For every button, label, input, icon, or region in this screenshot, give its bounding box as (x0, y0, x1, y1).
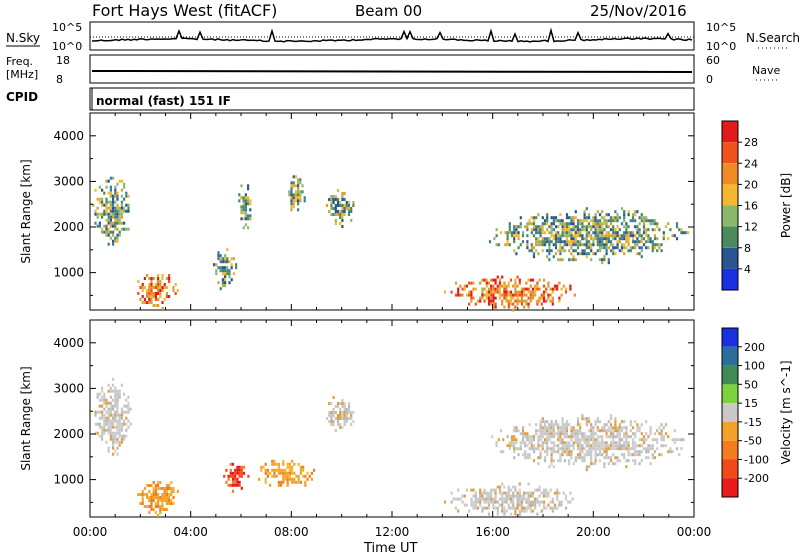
colorbar-tick-label: 200 (744, 341, 765, 354)
y-tick-label: 3000 (53, 174, 84, 188)
colorbar-frame (721, 327, 739, 498)
data-region (137, 481, 179, 517)
colorbar-swatch (722, 205, 738, 227)
freq-right-tick-bottom: 0 (706, 73, 713, 86)
x-tick-label: 20:00 (576, 525, 611, 539)
colorbar-swatch (722, 403, 738, 422)
colorbar-tick-label: 28 (744, 136, 758, 149)
colorbar-label: Power [dB] (779, 173, 793, 238)
colorbar-label: Velocity [m s^-1] (779, 360, 793, 464)
data-region (443, 275, 576, 312)
y-axis-label: Slant Range [km] (19, 366, 33, 470)
power-panel: 1000 2000 3000 4000 Slant Range [km] (19, 112, 695, 312)
velocity-colorbar: 200 100 50 15 -15 -50 -100 -200 Velocity [m s^-1… (721, 327, 793, 498)
data-region (92, 176, 130, 246)
colorbar-swatch (722, 268, 738, 290)
y-tick-label: 4000 (53, 129, 84, 143)
freq-left-tick-bottom: 8 (56, 73, 63, 86)
panel-frame (89, 112, 695, 311)
colorbar-tick-label: -50 (744, 435, 762, 448)
colorbar-swatch (722, 121, 738, 143)
noise-left-label: N.Sky (6, 31, 40, 45)
x-tick-label: 00:00 (73, 525, 108, 539)
y-axis-label: Slant Range [km] (19, 159, 33, 263)
noise-left-tick-top: 10^5 (52, 21, 82, 34)
colorbar-tick-label: 50 (744, 378, 758, 391)
colorbar-swatch (722, 247, 738, 269)
velocity-panel: 1000 2000 3000 4000 Slant Range [km] (19, 319, 695, 518)
colorbar-tick-label: -200 (744, 472, 769, 485)
panel-frame (89, 319, 695, 518)
date-label: 25/Nov/2016 (590, 2, 687, 20)
freq-label-1: Freq. (6, 55, 33, 68)
colorbar-swatch (722, 440, 738, 460)
colorbar-swatch (722, 365, 738, 385)
colorbar-tick-label: 15 (744, 397, 758, 410)
freq-right-tick-top: 60 (706, 54, 720, 67)
noise-trace (91, 27, 693, 43)
colorbar-swatch (722, 184, 738, 206)
noise-right-tick-bottom: 10^0 (706, 40, 736, 53)
freq-trace (91, 70, 693, 73)
time-axis: 00:00 04:00 08:00 12:00 16:00 20:00 00:00 (73, 525, 712, 539)
cpid-panel-frame (89, 87, 695, 111)
cpid-text: normal (fast) 151 IF (96, 94, 231, 108)
beam-label: Beam 00 (355, 2, 422, 20)
noise-panel-frame (89, 21, 695, 51)
power-colorbar: 28 24 20 16 12 8 4 Power [dB] (721, 120, 793, 291)
x-tick-label: 16:00 (475, 525, 510, 539)
colorbar-swatch (722, 459, 738, 479)
colorbar-tick-label: -15 (744, 416, 762, 429)
noise-right-label: N.Search (746, 31, 800, 45)
x-tick-label: 04:00 (173, 525, 208, 539)
data-region (258, 459, 316, 487)
data-region (443, 482, 574, 516)
cpid-label: CPID (6, 90, 38, 104)
colorbar-tick-label: 16 (744, 200, 758, 213)
data-region (94, 377, 132, 456)
colorbar-tick-label: 100 (744, 360, 765, 373)
colorbar-swatch (722, 328, 738, 347)
colorbar-tick-label: 24 (744, 157, 758, 170)
colorbar-swatch (722, 478, 738, 497)
noise-right-tick-top: 10^5 (706, 21, 736, 34)
x-tick-label: 08:00 (274, 525, 309, 539)
freq-left-tick-top: 18 (56, 54, 70, 67)
data-region (213, 248, 238, 291)
colorbar-swatch (722, 346, 738, 366)
data-region (288, 175, 306, 212)
noise-left-tick-bottom: 10^0 (52, 40, 82, 53)
data-region (325, 189, 355, 228)
y-tick-label: 4000 (53, 336, 84, 350)
chart-title: Fort Hays West (fitACF) (92, 1, 277, 20)
colorbar-tick-label: 8 (744, 242, 751, 255)
x-tick-label: 12:00 (375, 525, 410, 539)
colorbar-tick-label: 4 (744, 263, 751, 276)
colorbar-swatch (722, 421, 738, 441)
colorbar-swatch (722, 142, 738, 164)
data-region (238, 184, 252, 230)
freq-label-2: [MHz] (6, 68, 38, 81)
y-tick-label: 2000 (53, 427, 84, 441)
y-tick-label: 1000 (53, 473, 84, 487)
data-region (488, 207, 690, 265)
colorbar-tick-label: 12 (744, 221, 758, 234)
colorbar-tick-label: -100 (744, 453, 769, 466)
x-tick-label: 00:00 (677, 525, 712, 539)
data-region (223, 462, 250, 493)
data-region (491, 414, 685, 472)
y-tick-label: 2000 (53, 220, 84, 234)
data-region (325, 396, 355, 432)
colorbar-swatch (722, 384, 738, 404)
y-tick-label: 3000 (53, 381, 84, 395)
colorbar-swatch (722, 226, 738, 248)
colorbar-tick-label: 20 (744, 178, 758, 191)
data-region (137, 274, 179, 310)
freq-panel-frame (89, 54, 695, 84)
y-tick-label: 1000 (53, 266, 84, 280)
nave-label: Nave (752, 64, 780, 77)
colorbar-swatch (722, 163, 738, 185)
x-axis-label: Time UT (363, 541, 417, 554)
